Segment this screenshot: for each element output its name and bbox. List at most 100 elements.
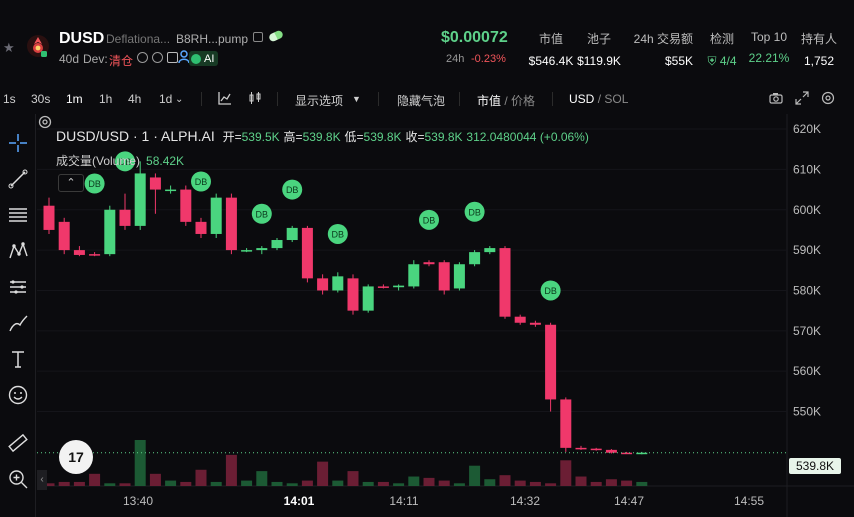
volume-bar xyxy=(89,473,101,486)
caret-down-icon[interactable]: ▼ xyxy=(352,94,361,104)
mcap-price-toggle[interactable]: 市值 / 价格 xyxy=(477,92,535,109)
volume-bar xyxy=(529,481,541,486)
stat-audit[interactable]: 检测 ⛨ 4/4 xyxy=(702,30,742,69)
stat-value: ⛨ 4/4 xyxy=(707,54,737,68)
volume-bar xyxy=(514,480,526,486)
candle-body xyxy=(286,227,298,241)
mcap-option[interactable]: 市值 xyxy=(477,94,502,108)
token-ticker: DUSD xyxy=(59,30,105,47)
candle-body xyxy=(301,227,313,279)
candle-body xyxy=(499,248,511,317)
y-tick-label: 560K xyxy=(793,364,821,378)
dev-buy-marker xyxy=(327,223,348,244)
settings-icon[interactable] xyxy=(821,91,835,105)
dev-buy-marker-label: DB xyxy=(468,207,481,217)
candle-body xyxy=(210,197,222,234)
trend-line-tool[interactable] xyxy=(5,166,31,192)
stat-value: 1,752 xyxy=(803,54,835,68)
text-tool[interactable] xyxy=(5,346,31,372)
stat-label: 市值 xyxy=(538,32,563,46)
interval-4h[interactable]: 4h xyxy=(128,92,142,106)
interval-1d[interactable]: 1d xyxy=(159,92,173,106)
legend-symbol: DUSD/USD · 1 · ALPH.AI xyxy=(56,128,215,144)
toolbar-divider xyxy=(201,92,202,106)
volume-bar xyxy=(545,483,557,486)
volume-bar xyxy=(104,483,116,486)
candle-body xyxy=(514,316,526,323)
usd-option[interactable]: USD xyxy=(569,92,595,106)
hide-bubbles-button[interactable]: 隐藏气泡 xyxy=(397,94,446,108)
globe-icon[interactable] xyxy=(152,52,163,63)
volume-bar xyxy=(332,480,344,486)
ai-badge[interactable]: AI xyxy=(189,51,219,66)
multi-line-tool[interactable] xyxy=(5,274,31,300)
interval-30s[interactable]: 30s xyxy=(31,92,51,106)
candle-body xyxy=(393,285,405,288)
volume-bar xyxy=(499,475,511,486)
dev-buy-marker xyxy=(84,173,105,194)
dev-status: 清仓 xyxy=(109,54,134,68)
pattern-tool[interactable] xyxy=(5,238,31,264)
volume-bar xyxy=(423,477,435,486)
chevron-down-icon[interactable]: ⌄ xyxy=(175,94,184,105)
axis-settings-icon[interactable] xyxy=(37,114,53,130)
interval-1h[interactable]: 1h xyxy=(99,92,113,106)
copy-icon[interactable] xyxy=(253,32,263,42)
brush-tool[interactable] xyxy=(5,310,31,336)
collapse-legend-button[interactable]: ⌃ xyxy=(58,174,84,192)
change-value: -0.23% xyxy=(471,53,506,65)
brush-icon xyxy=(9,315,28,332)
candles-icon[interactable] xyxy=(248,91,262,105)
dev-buy-marker-label: DB xyxy=(423,215,436,225)
ruler-tool[interactable] xyxy=(5,430,31,456)
search-icon[interactable] xyxy=(137,52,148,63)
user-icon[interactable] xyxy=(178,50,190,64)
dev-buy-marker-label: DB xyxy=(332,229,345,239)
camera-icon[interactable] xyxy=(769,92,783,104)
contract-address[interactable]: B8RH...pump xyxy=(176,32,249,46)
dev-buy-marker xyxy=(282,179,303,200)
text-icon xyxy=(12,351,24,368)
price-option[interactable]: 价格 xyxy=(511,94,536,108)
x-tick-label: 14:32 xyxy=(510,494,540,508)
token-header: ★ DUSD Deflationa... B8RH...pump 40d Dev… xyxy=(0,18,854,74)
display-options-button[interactable]: 显示选项 xyxy=(295,94,344,108)
pill-icon[interactable] xyxy=(267,29,285,43)
zoom-in-tool[interactable] xyxy=(5,466,31,492)
chart-type-icon[interactable] xyxy=(218,91,232,105)
stat-label: 池子 xyxy=(586,32,611,46)
emoji-tool[interactable] xyxy=(5,382,31,408)
candle-body xyxy=(149,177,161,190)
candle-body xyxy=(89,254,101,256)
scroll-left-button[interactable]: ‹ xyxy=(37,470,47,490)
crosshair-tool[interactable] xyxy=(5,130,31,156)
dev-buy-marker xyxy=(540,280,561,301)
candle-body xyxy=(241,250,253,252)
fullscreen-icon[interactable] xyxy=(795,91,809,105)
price-chart[interactable]: 620K 610K 600K 590K 580K 570K 560K 550K DB DB DB DB… xyxy=(37,114,854,517)
interval-1s[interactable]: 1s xyxy=(3,92,16,106)
stat-holders: 持有人 1,752 xyxy=(796,30,842,68)
fib-lines-tool[interactable] xyxy=(5,202,31,228)
candle-body xyxy=(347,278,359,311)
star-icon[interactable]: ★ xyxy=(3,40,15,55)
twitter-icon[interactable] xyxy=(167,52,178,63)
dev-buy-marker xyxy=(191,171,211,192)
sol-option[interactable]: SOL xyxy=(604,92,629,106)
x-tick-label: 14:11 xyxy=(389,494,418,508)
volume-bar xyxy=(621,480,633,486)
dev-buy-marker-label: DB xyxy=(256,209,269,219)
legend-close-label: 收= xyxy=(405,130,425,144)
multi-line-icon xyxy=(10,280,26,294)
candlestick-chart[interactable]: 620K 610K 600K 590K 580K 570K 560K 550K DB DB DB DB… xyxy=(37,114,854,517)
candle-body xyxy=(605,449,617,453)
candle-body xyxy=(317,278,329,291)
interval-1m[interactable]: 1m xyxy=(66,92,83,106)
volume-bar xyxy=(605,479,617,486)
legend-open: 539.5K xyxy=(241,130,280,144)
stat-label: Top 10 xyxy=(750,30,788,44)
candle-body xyxy=(165,189,177,192)
tradingview-logo[interactable]: 17 xyxy=(59,440,93,474)
volume-bar xyxy=(119,483,131,486)
currency-toggle[interactable]: USD / SOL xyxy=(569,92,628,106)
